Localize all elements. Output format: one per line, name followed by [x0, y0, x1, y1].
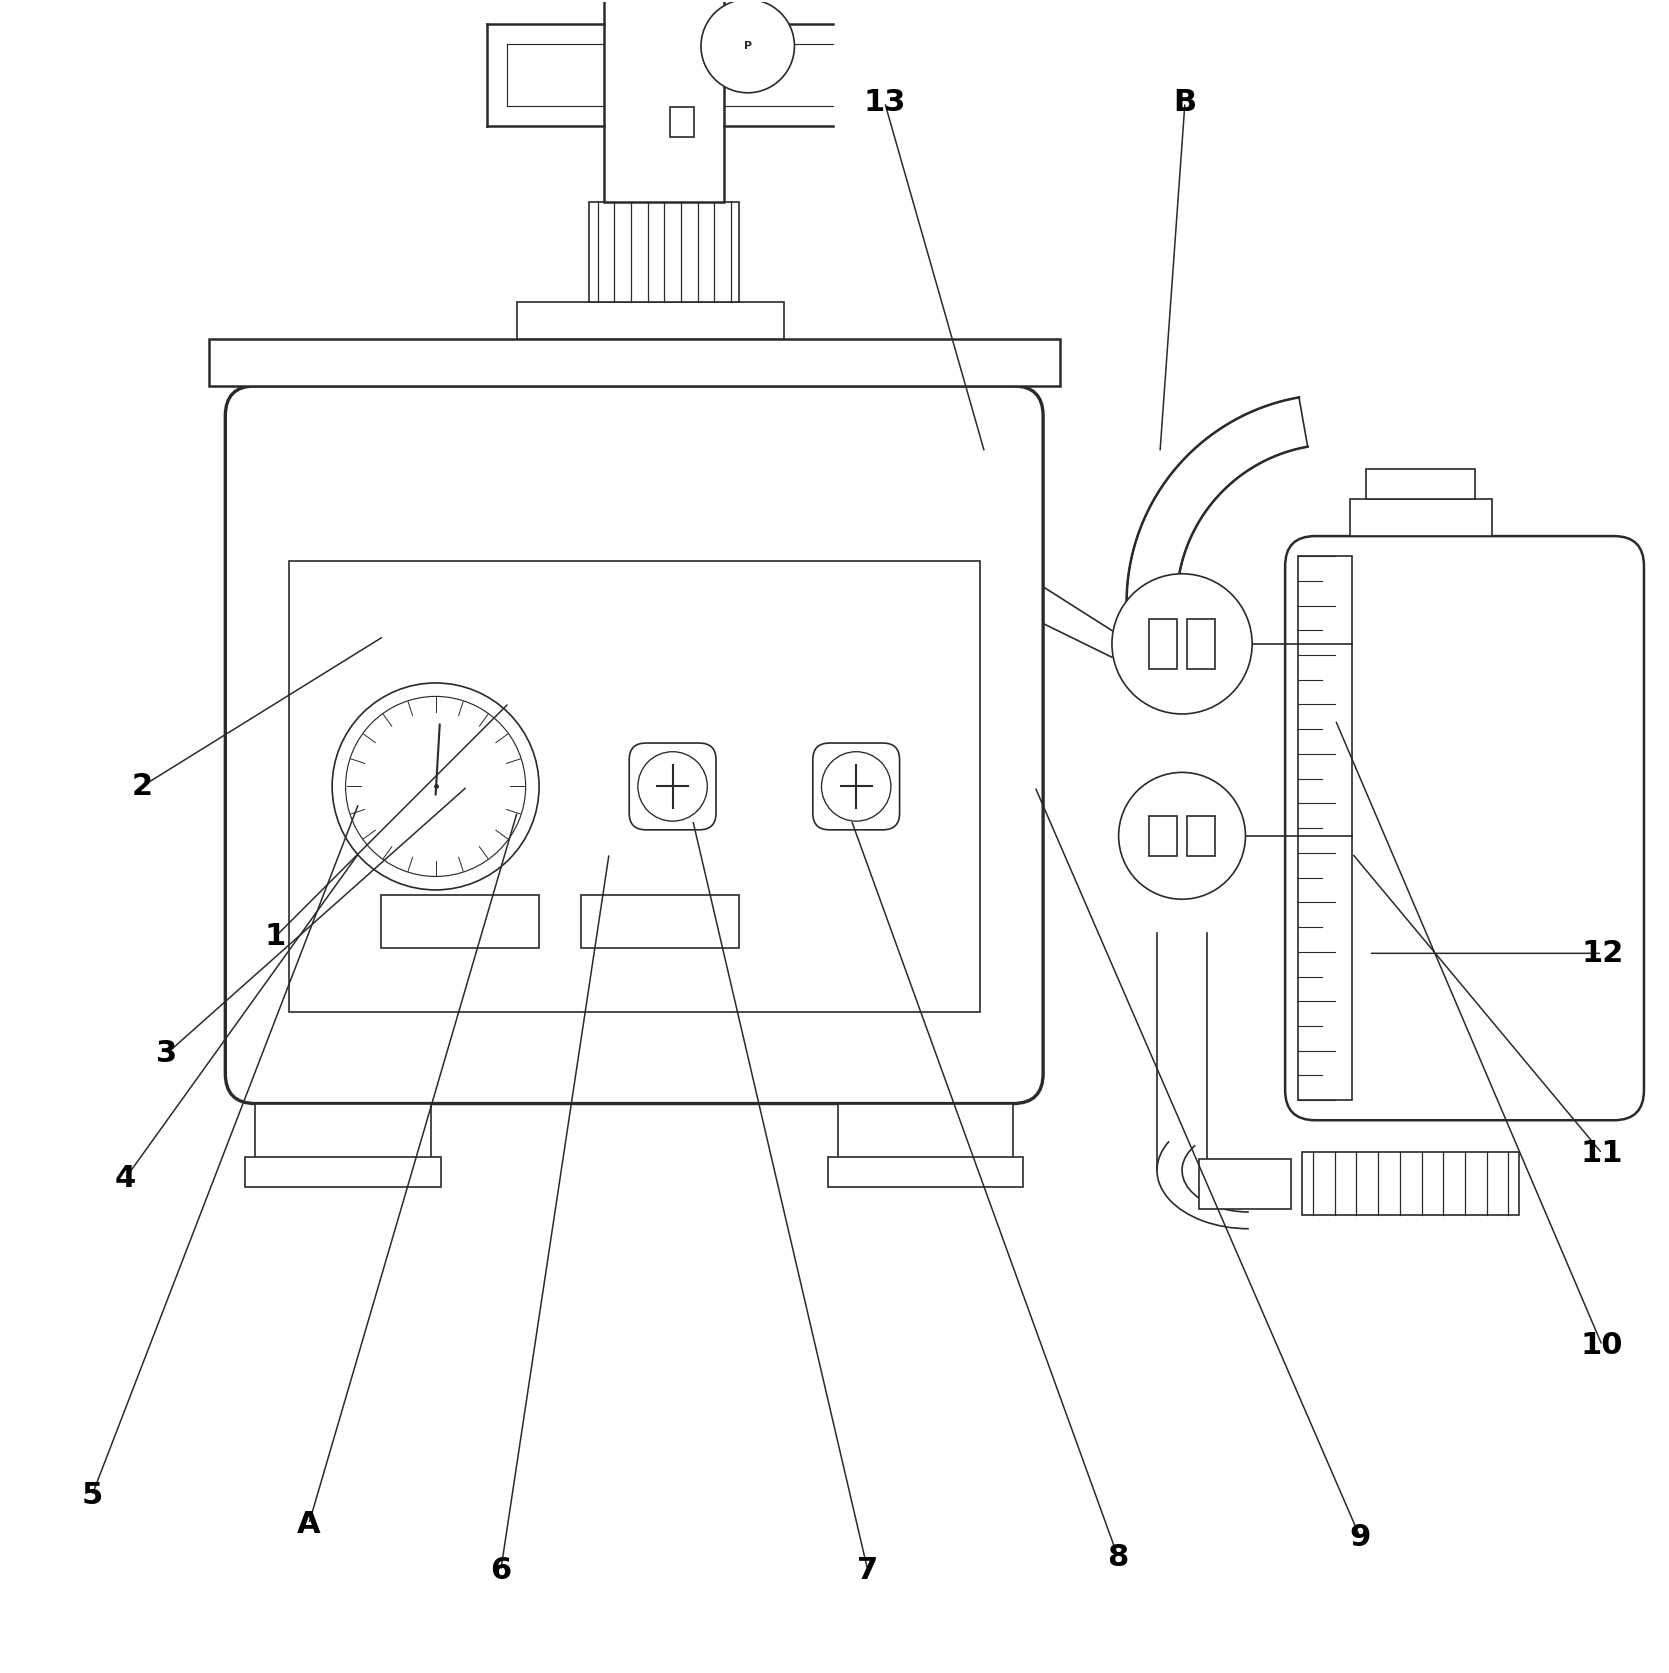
- Circle shape: [821, 751, 891, 821]
- Bar: [255, 1104, 431, 1161]
- Bar: [828, 1158, 1023, 1186]
- Circle shape: [1118, 773, 1245, 898]
- FancyBboxPatch shape: [1285, 535, 1644, 1121]
- Bar: [1148, 619, 1177, 669]
- Text: P: P: [744, 42, 751, 52]
- Bar: [1187, 816, 1215, 857]
- Bar: [604, 0, 724, 202]
- Bar: [381, 895, 539, 949]
- Circle shape: [332, 683, 539, 890]
- Text: 13: 13: [863, 87, 906, 117]
- Text: A: A: [297, 1509, 320, 1539]
- Bar: [581, 895, 739, 949]
- Text: 7: 7: [858, 1556, 878, 1586]
- Text: 10: 10: [1581, 1332, 1624, 1360]
- Bar: [1350, 499, 1492, 535]
- FancyBboxPatch shape: [225, 386, 1043, 1104]
- Bar: [517, 303, 784, 340]
- Text: 5: 5: [82, 1481, 102, 1511]
- Text: 11: 11: [1581, 1139, 1624, 1168]
- Text: 1: 1: [265, 922, 285, 952]
- Bar: [1367, 470, 1475, 499]
- Text: 12: 12: [1581, 939, 1624, 967]
- Text: 4: 4: [115, 1164, 135, 1193]
- Polygon shape: [1127, 398, 1308, 708]
- Bar: [289, 560, 980, 1012]
- Bar: [245, 1158, 441, 1186]
- Circle shape: [638, 751, 708, 821]
- Bar: [1198, 1159, 1290, 1208]
- Bar: [838, 1104, 1013, 1161]
- Text: 8: 8: [1108, 1543, 1128, 1573]
- Bar: [209, 340, 1060, 386]
- Circle shape: [701, 0, 794, 92]
- Text: 2: 2: [132, 771, 152, 801]
- Text: 9: 9: [1350, 1522, 1370, 1553]
- Text: B: B: [1173, 87, 1197, 117]
- Bar: [1148, 816, 1177, 857]
- Text: 3: 3: [157, 1039, 177, 1067]
- Bar: [1187, 619, 1215, 669]
- Bar: [589, 202, 739, 303]
- FancyBboxPatch shape: [813, 743, 900, 830]
- Circle shape: [1112, 574, 1252, 714]
- Circle shape: [345, 696, 526, 877]
- Bar: [1298, 555, 1352, 1101]
- Text: 6: 6: [491, 1556, 511, 1586]
- Bar: [671, 107, 694, 137]
- FancyBboxPatch shape: [629, 743, 716, 830]
- Bar: [1302, 1153, 1519, 1215]
